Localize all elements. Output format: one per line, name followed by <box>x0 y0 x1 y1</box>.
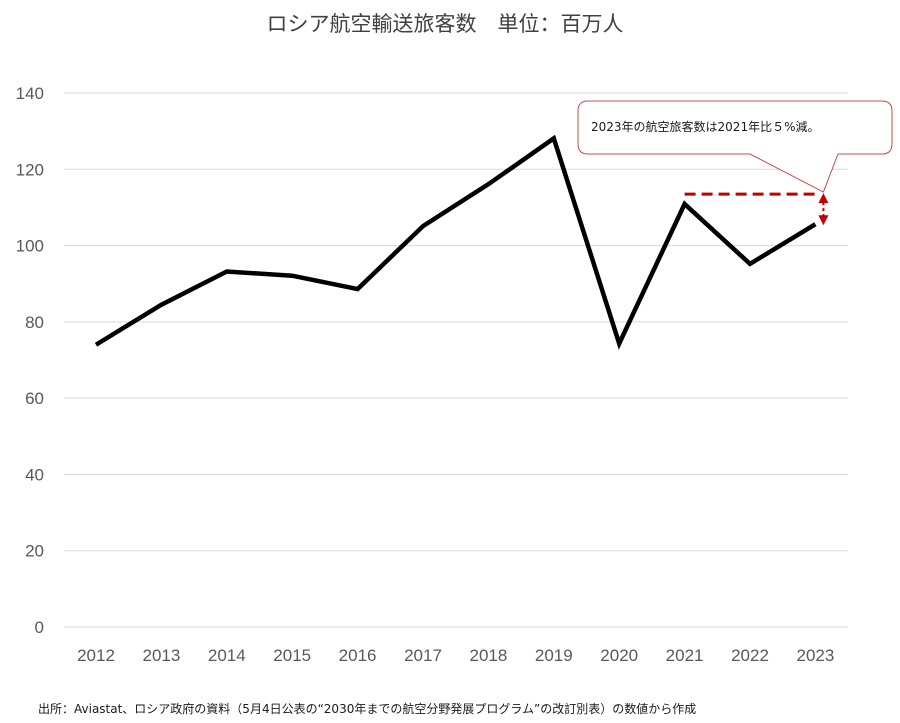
y-tick-label: 40 <box>25 465 44 484</box>
source-note: 出所：Aviastat、ロシア政府の資料（5月4日公表の“2030年までの航空分… <box>38 701 696 716</box>
series-line <box>94 134 817 350</box>
x-tick-label: 2020 <box>600 646 638 665</box>
x-tick-label: 2019 <box>535 646 573 665</box>
x-tick-label: 2018 <box>469 646 507 665</box>
y-tick-label: 0 <box>35 618 44 637</box>
callout-box <box>577 100 893 193</box>
arrowhead-down <box>818 215 829 226</box>
x-tick-label: 2017 <box>404 646 442 665</box>
x-tick-label: 2014 <box>208 646 246 665</box>
grid <box>64 92 848 628</box>
x-tick-label: 2016 <box>339 646 377 665</box>
x-tick-label: 2013 <box>142 646 180 665</box>
y-tick-label: 20 <box>25 542 44 561</box>
x-tick-label: 2023 <box>796 646 834 665</box>
arrowhead-up <box>818 193 829 204</box>
x-tick-label: 2021 <box>666 646 704 665</box>
y-tick-label: 140 <box>16 84 44 103</box>
y-tick-label: 80 <box>25 313 44 332</box>
annotation: 2023年の航空旅客数は2021年比５%減。 <box>577 100 893 226</box>
x-tick-label: 2015 <box>273 646 311 665</box>
y-axis: 0 20 40 60 80 100 120 140 <box>16 84 44 637</box>
y-tick-label: 120 <box>16 160 44 179</box>
chart-title: ロシア航空輸送旅客数 単位：百万人 <box>267 12 624 36</box>
y-tick-label: 100 <box>16 237 44 256</box>
y-tick-label: 60 <box>25 389 44 408</box>
x-tick-label: 2022 <box>731 646 769 665</box>
series <box>94 134 817 350</box>
x-axis: 2012 2013 2014 2015 2016 2017 2018 2019 2020 2021… <box>77 646 834 665</box>
callout-text: 2023年の航空旅客数は2021年比５%減。 <box>591 119 819 134</box>
x-tick-label: 2012 <box>77 646 115 665</box>
